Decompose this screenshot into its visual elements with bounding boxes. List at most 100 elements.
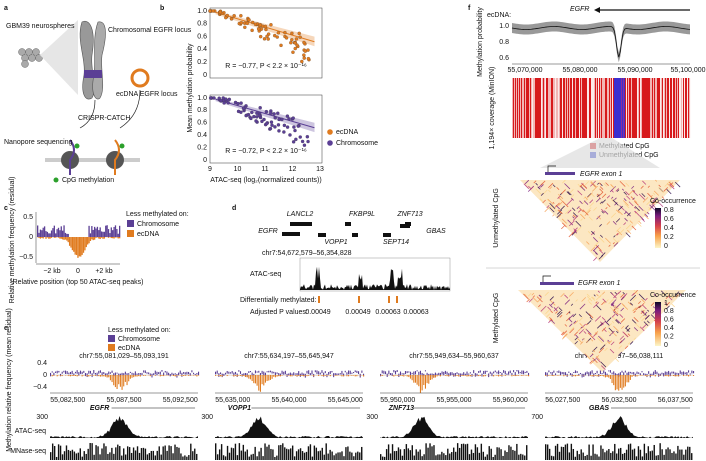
bar [594, 373, 596, 375]
bar [129, 371, 131, 373]
cooccurrence-cell [624, 211, 627, 215]
bar [186, 371, 188, 375]
cooccurrence-cell [597, 215, 602, 220]
scatter-point [250, 110, 254, 115]
bar [110, 237, 112, 239]
heatmap-stripe [597, 78, 599, 138]
mnase-bar [284, 447, 286, 460]
heatmap-stripe [586, 78, 588, 138]
mnase-bar [572, 448, 575, 460]
cooccurrence-cell [592, 237, 599, 243]
cooccurrence-cell [609, 186, 616, 193]
bar [494, 370, 496, 373]
bar [344, 370, 346, 373]
cooccurrence-cell [665, 305, 670, 310]
region: chr7:55,949,634–55,960,637 [409, 353, 499, 360]
bar [429, 375, 431, 380]
bar [89, 375, 92, 376]
mnase-bar [174, 444, 176, 460]
bar [674, 375, 676, 377]
bar [138, 373, 140, 375]
x-tick-label: 55,635,000 [215, 397, 250, 404]
scatter-point [302, 56, 306, 60]
cooccurrence-cell [646, 320, 650, 324]
heatmap-stripe [644, 78, 646, 138]
mnase-bar [107, 453, 109, 460]
bar [68, 375, 70, 377]
scatter-point [239, 14, 243, 18]
cooccurrence-cell [592, 245, 599, 252]
cooccurrence-cell [638, 205, 644, 211]
mnase-bar [486, 454, 488, 460]
mnase-bar [655, 455, 657, 460]
scatter-point [293, 41, 298, 45]
bar [553, 370, 555, 373]
cooccurrence-cell [536, 296, 543, 303]
cooccurrence-cell [593, 294, 596, 297]
bar [284, 370, 286, 375]
mnase-bar [79, 448, 81, 460]
heatmap-stripe [619, 78, 621, 138]
mnase-bar [619, 447, 622, 460]
mnase-bar [651, 450, 653, 460]
bar [381, 375, 383, 377]
bar [154, 375, 156, 376]
cooccurrence-cell [613, 235, 616, 238]
cooccurrence-cell [556, 212, 563, 219]
bar [88, 225, 90, 237]
x-tick-label: 55,950,000 [380, 397, 415, 404]
heatmap-stripe [584, 78, 586, 138]
mnase-bar [464, 444, 467, 460]
bar [50, 230, 53, 237]
mnase-bar [612, 451, 614, 460]
heatmap-stripe [587, 78, 589, 138]
cooccurrence-cell [599, 223, 602, 227]
scatter-point [273, 33, 277, 38]
heatmap-stripe [678, 78, 680, 138]
cooccurrence-cell [612, 199, 619, 206]
cooccurrence-cell [593, 302, 599, 309]
mnase-bar [339, 452, 341, 460]
bar [469, 375, 471, 377]
cooccurrence-cell [585, 207, 592, 214]
bar [171, 372, 173, 375]
mnase-bar [415, 449, 417, 460]
atac-signal [215, 416, 363, 438]
arrow [119, 89, 141, 129]
mnase-bar [407, 448, 410, 460]
bar [351, 375, 353, 376]
mnase-bar [134, 450, 137, 460]
bar [309, 373, 311, 376]
scatter-point [249, 116, 253, 121]
bar [112, 230, 114, 237]
mnase-bar [262, 456, 264, 460]
heatmap-stripe [672, 78, 674, 138]
bar [329, 371, 331, 374]
diff-mark [318, 296, 320, 303]
cooccurrence-cell [634, 210, 640, 217]
bar [61, 375, 63, 377]
heatmap-stripe [593, 78, 595, 138]
bar [563, 375, 565, 377]
cooccurrence-cell [607, 323, 612, 328]
scatter-point [291, 140, 296, 144]
bar [458, 373, 460, 375]
bar [506, 373, 508, 375]
bar [678, 375, 680, 377]
cooccurrence-cell [546, 205, 550, 209]
bar [673, 371, 675, 374]
colorbar-tick: 0 [664, 342, 668, 349]
bar [418, 371, 420, 375]
bar [143, 375, 145, 376]
bar [426, 375, 428, 384]
bar [63, 225, 65, 237]
bar [71, 370, 73, 375]
scatter-point [212, 96, 216, 100]
bar [491, 372, 493, 377]
mnase-bar [643, 443, 646, 460]
heatmap-stripe [567, 78, 569, 138]
section-label: Unmethylated CpG [493, 188, 500, 248]
scatter-point [251, 20, 255, 25]
colorbar-tick: 0.2 [664, 333, 674, 340]
cooccurrence-cell [566, 310, 571, 316]
